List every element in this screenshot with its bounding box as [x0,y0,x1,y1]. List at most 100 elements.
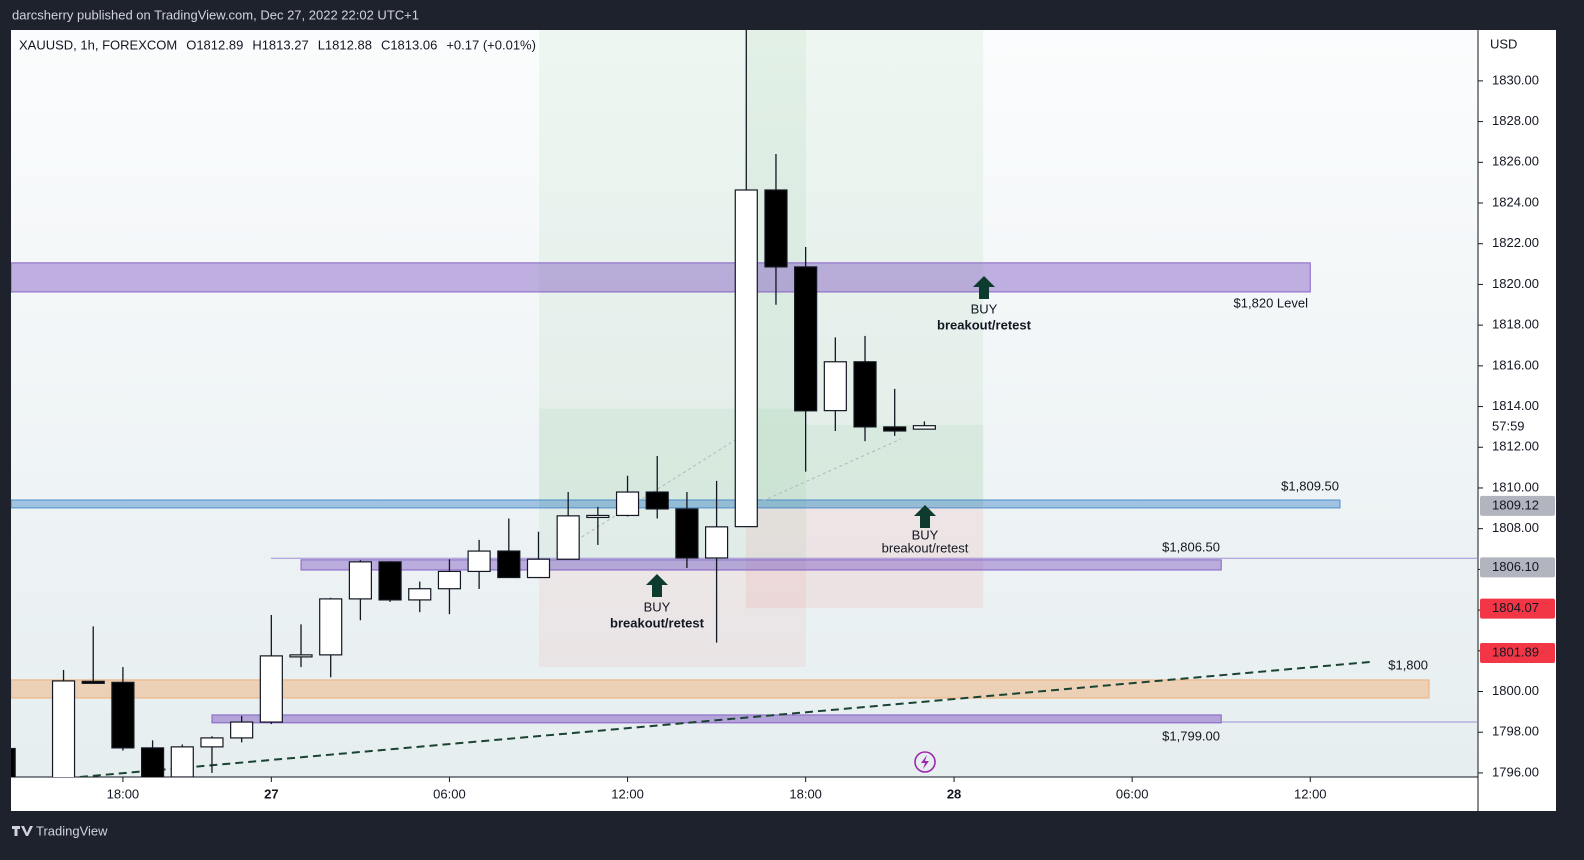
y-tick-label: 1810.00 [1492,479,1539,494]
y-tick-label: 1814.00 [1492,398,1539,413]
annotation: $1,820 Level [1234,295,1309,310]
candle-body [259,655,283,723]
candle-body [289,654,313,658]
candle-body [912,425,936,430]
axis-unit: USD [1490,36,1517,51]
candle [170,744,194,777]
brand: TradingView [36,823,108,838]
candle-body [81,680,105,684]
candle [408,581,432,613]
candle [912,421,936,430]
candle [645,456,669,519]
y-tick-label: 1822.00 [1492,235,1539,250]
zone [11,679,1430,699]
signal-text: breakout/retest [882,540,969,555]
candle [348,560,372,621]
candle-body [764,189,788,268]
annotation: $1,800 [1388,657,1428,672]
price-label-bg [1480,643,1555,664]
zone [539,408,806,570]
zone [539,569,806,668]
candle-body [408,588,432,601]
y-tick-label: 1826.00 [1492,154,1539,169]
legend-item: L1812.88 [318,37,372,52]
candle [11,747,16,777]
candle [704,480,729,643]
candle [467,539,491,589]
candle-body [111,681,135,749]
y-tick-label: 1828.00 [1492,113,1539,128]
zone [539,30,806,509]
price-label-bg [1480,495,1555,516]
candle-body [230,721,254,739]
x-tick-label: 27 [264,786,278,801]
x-tick-label: 06:00 [1116,786,1149,801]
y-tick-label: 1808.00 [1492,520,1539,535]
y-tick-label: 1820.00 [1492,276,1539,291]
y-tick-label: 1824.00 [1492,194,1539,209]
candle [497,518,521,579]
candle [140,740,165,777]
y-tick-label: 1800.00 [1492,683,1539,698]
legend-item: +0.17 (+0.01%) [446,37,536,52]
zone [300,559,1222,571]
candle-body [586,514,610,519]
brand-logo [12,826,33,836]
candle-body [378,561,402,601]
candle-body [556,515,580,560]
candle [853,335,877,442]
candle-body [319,598,343,656]
candle-body [170,746,194,777]
y-tick-label: 1830.00 [1492,72,1539,87]
price-label-bg [1480,557,1555,578]
legend-item: XAUUSD, 1h, FOREXCOM [19,37,177,52]
candle-body [645,491,669,510]
publisher-line: darcsherry published on TradingView.com,… [12,7,419,22]
arrow-icon [914,505,936,528]
candle-body [140,747,165,777]
x-tick-label: 12:00 [611,786,644,801]
candle-body [348,561,372,600]
legend-item: H1813.27 [252,37,308,52]
y-tick-label: 1798.00 [1492,724,1539,739]
overlay-layer: TradingView 1796.001798.001800.001802.00… [12,36,1555,838]
event-icon[interactable] [914,751,936,773]
candle-body [704,526,729,559]
zone [211,714,1222,724]
candle [675,492,699,568]
candle [319,597,343,678]
event-icon-bolt [921,755,929,769]
candle-body [853,361,877,428]
signal-title: BUY [912,527,939,542]
trend-line [746,438,901,509]
zone [805,424,984,507]
countdown: 57:59 [1492,418,1525,433]
candle [200,736,224,773]
candle-body [11,747,16,777]
candle-body [734,189,758,528]
plot-layer [11,30,1478,777]
candle [823,337,847,431]
annotation: $1,809.50 [1281,478,1339,493]
candle [615,475,640,517]
price-label-bg [1480,598,1555,619]
annotation: $1,799.00 [1162,728,1220,743]
y-tick-label: 1818.00 [1492,317,1539,332]
candle [734,30,758,528]
price-label: 1804.07 [1492,600,1539,615]
arrow-icon [973,276,995,299]
candle [586,506,610,545]
time-axis [11,777,1478,811]
zone [11,499,1341,509]
price-label: 1801.89 [1492,644,1539,659]
trend-line [556,432,747,554]
zone [11,262,1311,293]
candle-body [437,570,462,590]
countdown-bg [1480,417,1555,436]
candle-body [883,426,907,432]
y-tick-label: 1816.00 [1492,357,1539,372]
candle [526,531,551,579]
price-label: 1806.10 [1492,559,1539,574]
